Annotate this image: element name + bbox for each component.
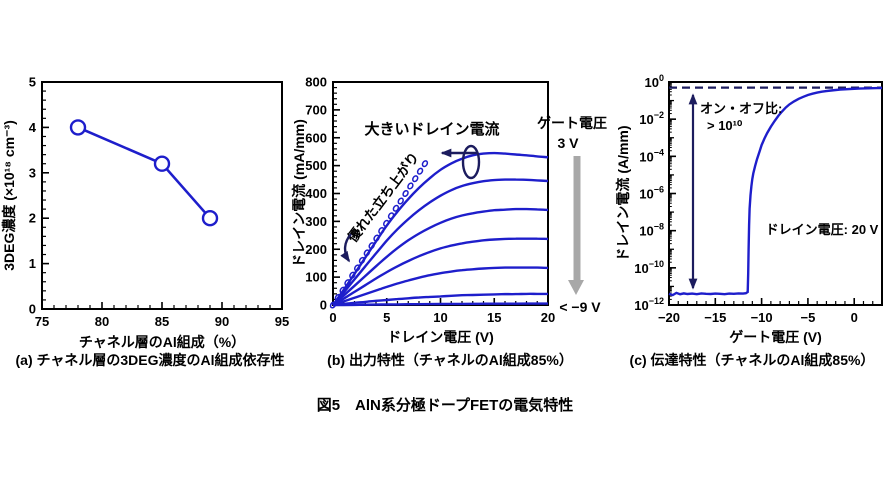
rise-guide-marker bbox=[421, 160, 429, 168]
x-tick-label: 10 bbox=[433, 310, 447, 325]
data-point bbox=[69, 119, 87, 136]
y-tick-label: 5 bbox=[29, 75, 36, 90]
y-tick-label: 400 bbox=[305, 186, 327, 201]
y-tick-label: 10−6 bbox=[639, 185, 664, 202]
output-curve bbox=[333, 302, 548, 307]
chart-b-output-characteristics: 0 5 10 15 200100200300400500600700800ドレイン電圧 … bbox=[291, 75, 607, 346]
y-tick-label: 10−8 bbox=[639, 222, 664, 239]
rise-guide-marker bbox=[416, 167, 424, 175]
y-tick-label: 4 bbox=[29, 120, 37, 135]
rise-guide-marker bbox=[378, 227, 385, 235]
y-tick-label: 700 bbox=[305, 102, 327, 117]
y-tick-label: 500 bbox=[305, 158, 327, 173]
rise-guide-marker bbox=[373, 234, 380, 242]
chart-c-transfer-characteristics: −20 −15 −10 −5 010−1210−1010−810−610−410−210… bbox=[615, 73, 883, 345]
output-curve bbox=[332, 266, 549, 307]
rise-guide-marker bbox=[397, 197, 404, 205]
rise-guide-marker bbox=[339, 286, 346, 294]
gate-arrow-shaft bbox=[573, 156, 581, 280]
rise-guide-marker bbox=[368, 242, 375, 250]
y-tick-label: 800 bbox=[305, 75, 327, 90]
rise-guide-marker bbox=[344, 279, 351, 287]
rise-pointer-arrow bbox=[340, 233, 352, 263]
plot-frame bbox=[41, 81, 283, 310]
y-axis-label: 3DEG濃度 (×10¹⁸ cm⁻³) bbox=[1, 120, 17, 271]
x-tick-label: 20 bbox=[541, 310, 555, 325]
data-point bbox=[201, 209, 219, 227]
x-tick-label: −20 bbox=[658, 310, 680, 325]
rise-guide-marker bbox=[363, 249, 371, 257]
y-axis-label: ドレイン電流 (mA/mm) bbox=[291, 119, 307, 268]
x-tick-label: 15 bbox=[487, 310, 501, 325]
transfer-curve bbox=[668, 86, 883, 297]
caption-panel-c: (c) 伝達特性（チャネルのAl組成85%） bbox=[629, 352, 875, 368]
x-axis-label: ゲート電圧 (V) bbox=[729, 329, 822, 345]
rise-guide-marker bbox=[358, 256, 366, 264]
annotation-big-drain-current: 大きいドレイン電流 bbox=[364, 120, 499, 138]
rise-guide-marker bbox=[382, 219, 390, 227]
x-axis-label: チャネル層のAl組成（%） bbox=[79, 334, 245, 350]
x-tick-label: 0 bbox=[329, 310, 336, 325]
y-tick-label: 10−10 bbox=[634, 259, 664, 276]
y-tick-label: 1 bbox=[29, 256, 36, 271]
caption-panel-b: (b) 出力特性（チャネルのAl組成85%） bbox=[327, 352, 573, 368]
data-point bbox=[153, 155, 171, 172]
y-tick-label: 300 bbox=[305, 214, 327, 229]
rise-guide-marker bbox=[349, 271, 356, 279]
loop-arrow-ellipse bbox=[461, 144, 481, 180]
x-tick-label: 75 bbox=[35, 314, 49, 329]
gate-voltage-label: ゲート電圧 bbox=[537, 115, 607, 131]
annotation-onoff-value: > 10¹⁰ bbox=[707, 118, 743, 133]
y-tick-label: 3 bbox=[29, 165, 36, 180]
output-curve bbox=[332, 207, 549, 306]
y-tick-label: 10−4 bbox=[639, 147, 664, 164]
y-tick-label: 200 bbox=[305, 242, 327, 257]
figure-title: 図5 AlN系分極ドープFETの電気特性 bbox=[316, 397, 574, 414]
gate-voltage-max: 3 V bbox=[557, 135, 579, 151]
gate-arrow-head bbox=[568, 280, 584, 295]
output-curve bbox=[332, 237, 549, 307]
rise-guide-marker bbox=[407, 182, 414, 190]
x-tick-label: 95 bbox=[275, 314, 289, 329]
x-axis-label: ドレイン電圧 (V) bbox=[387, 329, 494, 345]
rise-guide-marker bbox=[392, 204, 400, 212]
rise-guide-marker bbox=[353, 264, 361, 272]
rise-guide-marker bbox=[402, 189, 409, 198]
y-tick-label: 100 bbox=[645, 73, 664, 90]
x-tick-label: 85 bbox=[155, 314, 169, 329]
x-tick-label: 90 bbox=[215, 314, 229, 329]
x-tick-label: 5 bbox=[383, 310, 390, 325]
plot-frame bbox=[332, 81, 549, 306]
annotation-drain-voltage: ドレイン電圧: 20 V bbox=[766, 222, 879, 237]
y-tick-label: 10−2 bbox=[639, 110, 664, 127]
rise-guide-marker bbox=[334, 293, 342, 302]
x-tick-label: −5 bbox=[800, 310, 815, 325]
x-tick-label: 0 bbox=[851, 310, 858, 325]
y-tick-label: 0 bbox=[29, 302, 36, 317]
rise-guide-marker bbox=[412, 175, 419, 183]
output-curve bbox=[332, 292, 548, 307]
x-tick-label: −10 bbox=[751, 310, 773, 325]
rise-guide-marker bbox=[329, 301, 337, 309]
gate-voltage-min: < −9 V bbox=[559, 299, 601, 315]
chart-a-3deg-vs-al: 75 80 85 90 95 0 1 2 3 4 5 チャネル層のAl組成（%） 3DEG濃度 (×10… bbox=[1, 75, 289, 351]
y-tick-label: 2 bbox=[29, 211, 36, 226]
x-tick-label: −15 bbox=[704, 310, 726, 325]
rise-guide-marker bbox=[387, 212, 395, 220]
annotation-onoff-ratio: オン・オフ比: bbox=[700, 101, 782, 116]
y-tick-label: 100 bbox=[305, 270, 327, 285]
y-tick-label: 0 bbox=[320, 298, 327, 313]
caption-panel-a: (a) チャネル層の3DEG濃度のAl組成依存性 bbox=[15, 352, 285, 368]
data-line bbox=[77, 126, 211, 220]
output-curve bbox=[332, 151, 549, 306]
x-tick-label: 80 bbox=[95, 314, 109, 329]
output-curve bbox=[332, 178, 549, 306]
y-tick-label: 600 bbox=[305, 130, 327, 145]
y-axis-label: ドレイン電流 (A/mm) bbox=[615, 125, 631, 261]
